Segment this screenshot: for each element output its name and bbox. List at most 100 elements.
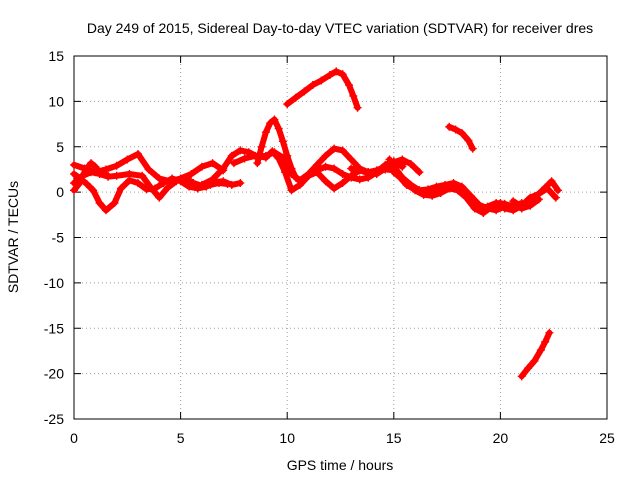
data-point [155, 174, 164, 183]
data-point [87, 168, 96, 177]
y-tick-label: 15 [48, 48, 64, 64]
data-point [112, 161, 121, 170]
data-point [492, 206, 501, 215]
data-point [415, 186, 424, 195]
grid-lines [74, 56, 607, 419]
data-point [274, 154, 283, 163]
data-point [253, 159, 262, 168]
data-point [291, 173, 300, 182]
data-point [534, 189, 543, 198]
data-point [219, 177, 228, 186]
series-trace-12 [445, 122, 477, 153]
data-point [415, 168, 424, 177]
data-point [355, 175, 364, 184]
data-point [321, 177, 330, 186]
series-trace [71, 160, 112, 194]
data-point [436, 189, 445, 198]
data-point [95, 199, 104, 208]
data-point [180, 173, 189, 182]
data-point [381, 165, 390, 174]
data-point [464, 136, 473, 145]
data-point [104, 171, 113, 180]
data-point [524, 364, 533, 373]
y-tick-label: 5 [56, 139, 64, 155]
data-point [332, 67, 341, 76]
series-trace-8 [283, 67, 362, 112]
data-point [281, 168, 290, 177]
data-point [547, 177, 556, 186]
data-point [295, 177, 304, 186]
series-trace [71, 171, 244, 214]
data-point [197, 180, 206, 189]
x-tick-label: 15 [386, 430, 402, 446]
data-point [261, 128, 270, 137]
data-point [163, 183, 172, 192]
data-point [338, 179, 347, 188]
data-point [347, 155, 356, 164]
data-point [87, 159, 96, 168]
axis-ticks: -25 -20 -15 -10 -5 0 5 10 15 0 5 10 15 20 25 [44, 48, 615, 446]
data-point [74, 180, 83, 189]
data-point [313, 166, 322, 175]
data-point [330, 144, 339, 153]
data-point [468, 144, 477, 153]
data-point [240, 154, 249, 163]
data-point [91, 162, 100, 171]
data-point [287, 164, 296, 173]
data-point [483, 204, 492, 213]
data-point [197, 162, 206, 171]
x-tick-label: 0 [70, 430, 78, 446]
data-point [406, 159, 415, 168]
data-point [451, 125, 460, 134]
data-point [70, 186, 78, 195]
data-point [168, 174, 177, 183]
series-trace [518, 329, 553, 380]
data-point [475, 200, 484, 209]
data-point [545, 328, 554, 337]
data-point [70, 169, 78, 178]
data-point [396, 173, 405, 182]
data-point [526, 197, 535, 206]
data-point [287, 186, 296, 195]
data-point [112, 171, 121, 180]
data-point [268, 147, 277, 156]
data-point [208, 175, 217, 184]
plot-frame [73, 55, 608, 420]
data-point [330, 164, 339, 173]
data-point [345, 81, 354, 90]
data-point [144, 165, 153, 174]
series-trace-14 [509, 177, 562, 211]
data-point [278, 137, 287, 146]
data-point [82, 179, 91, 188]
data-point [338, 146, 347, 155]
data-point [517, 202, 526, 211]
data-point [227, 151, 236, 160]
data-point [458, 182, 467, 191]
data-point [236, 146, 245, 155]
data-point [95, 168, 104, 177]
data-point [509, 197, 518, 206]
data-point [317, 76, 326, 85]
data-point [151, 184, 160, 193]
data-point [308, 81, 317, 90]
data-point [500, 204, 509, 213]
data-point [408, 184, 417, 193]
data-point [321, 162, 330, 171]
data-point [389, 168, 398, 177]
data-point [266, 119, 275, 128]
data-point [364, 168, 373, 177]
data-point [541, 183, 550, 192]
data-point [229, 159, 238, 168]
data-point [155, 193, 164, 202]
data-point [338, 70, 347, 79]
data-point [208, 159, 217, 168]
data-point [78, 171, 87, 180]
data-point [530, 356, 539, 365]
data-point [133, 179, 142, 188]
data-point [176, 177, 185, 186]
data-point [402, 180, 411, 189]
x-tick-label: 10 [279, 430, 295, 446]
y-tick-label: 10 [48, 93, 64, 109]
data-point [428, 191, 437, 200]
